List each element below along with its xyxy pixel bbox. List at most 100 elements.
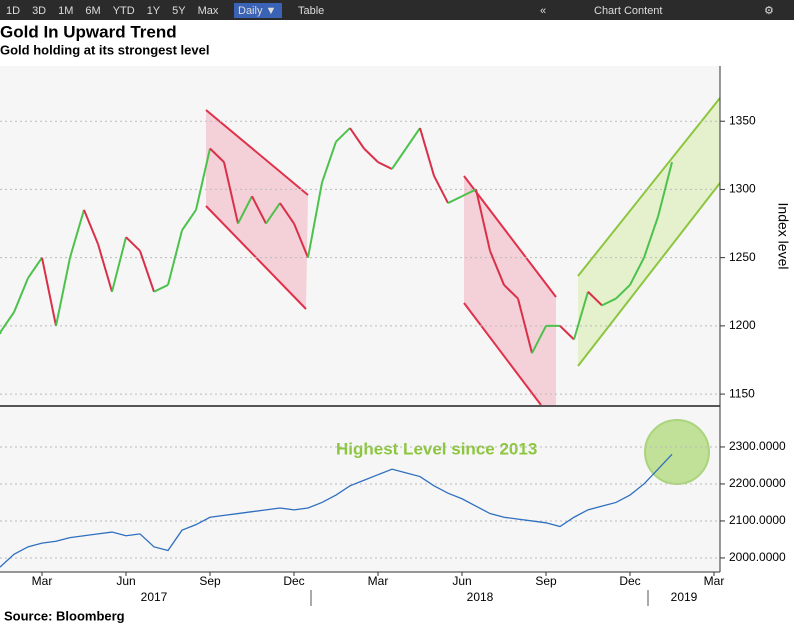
year-label: 2019	[671, 590, 698, 604]
y-tick-label: 1350	[729, 113, 756, 127]
channel-line	[463, 175, 557, 298]
price-segment	[293, 223, 309, 259]
y-tick-label: 1200	[729, 318, 756, 332]
price-segment	[475, 189, 491, 252]
price-segment	[55, 257, 71, 327]
price-segment	[265, 202, 281, 225]
price-segment	[559, 325, 575, 341]
x-tick-label: Sep	[199, 574, 221, 588]
collapse-icon[interactable]: «	[540, 5, 546, 17]
range-button[interactable]: 6M	[85, 5, 100, 17]
range-button[interactable]: 1D	[6, 5, 20, 17]
x-tick-label: Mar	[32, 574, 53, 588]
price-segment	[125, 236, 141, 252]
y-tick-label: 1150	[729, 386, 755, 400]
price-segment	[139, 250, 155, 293]
toolbar-selected	[234, 3, 282, 18]
plot-area	[0, 66, 720, 405]
price-segment	[195, 148, 211, 211]
price-segment	[447, 195, 463, 204]
settings-icon[interactable]: ⚙	[764, 5, 774, 17]
price-segment	[307, 182, 323, 258]
year-label: 2018	[467, 590, 494, 604]
range-button[interactable]: 5Y	[172, 5, 186, 17]
price-segment	[643, 216, 659, 258]
price-segment	[419, 127, 435, 177]
price-segment	[111, 236, 127, 293]
price-segment	[27, 257, 43, 279]
x-tick-label: Jun	[116, 574, 135, 588]
highlight-circle	[644, 419, 710, 485]
chart-title: Gold In Upward Trend	[0, 22, 177, 41]
range-button[interactable]: 3D	[32, 5, 46, 17]
price-segment	[461, 188, 477, 198]
price-segment	[237, 195, 253, 224]
x-tick-label: Sep	[535, 574, 557, 588]
price-segment	[489, 250, 505, 286]
year-label: 2017	[141, 590, 168, 604]
y-tick-label: 2000.0000	[729, 550, 786, 564]
plot-area-lower	[0, 407, 720, 572]
x-tick-label: Jun	[452, 574, 471, 588]
price-segment	[321, 141, 337, 183]
price-segment	[0, 311, 15, 334]
price-segment	[279, 202, 295, 225]
y-tick-label: 2300.0000	[729, 439, 786, 453]
price-segment	[251, 195, 267, 224]
price-segment	[433, 175, 449, 204]
price-segment	[97, 243, 113, 293]
table-button[interactable]: Table	[298, 5, 324, 17]
price-segment	[41, 257, 57, 327]
price-segment	[153, 284, 169, 293]
price-segment	[629, 257, 645, 286]
price-segment	[503, 284, 519, 300]
y-tick-label: 1300	[729, 182, 756, 196]
channel-line	[577, 97, 721, 277]
annotation: Highest Level since 2013	[336, 439, 537, 458]
channel-line	[205, 109, 309, 196]
price-segment	[335, 127, 351, 143]
price-segment	[615, 284, 631, 300]
range-button[interactable]: YTD	[113, 5, 135, 17]
price-segment	[349, 127, 365, 150]
price-segment	[223, 161, 239, 224]
price-segment	[167, 230, 183, 286]
x-tick-label: Mar	[368, 574, 389, 588]
price-segment	[517, 298, 533, 354]
price-segment	[587, 291, 603, 307]
price-segment	[657, 161, 673, 217]
price-segment	[573, 291, 589, 340]
channel-line	[463, 302, 542, 406]
x-tick-label: Mar	[704, 574, 725, 588]
price-segment	[363, 147, 379, 163]
frequency-button[interactable]: Daily ▼	[238, 5, 276, 17]
x-tick-label: Dec	[619, 574, 640, 588]
price-segment	[69, 209, 85, 258]
range-button[interactable]: 1M	[58, 5, 73, 17]
toolbar	[0, 0, 794, 20]
y-tick-label: 1250	[729, 250, 756, 264]
price-segment	[531, 325, 547, 354]
index-line	[0, 453, 673, 568]
y-tick-label: 2200.0000	[729, 476, 786, 490]
channel-line	[577, 182, 721, 367]
price-segment	[181, 209, 197, 231]
y-tick-label: 2100.0000	[729, 513, 786, 527]
range-button[interactable]: Max	[198, 5, 219, 17]
x-tick-label: Dec	[283, 574, 304, 588]
chart-content-button[interactable]: Chart Content	[594, 5, 662, 17]
price-segment	[391, 147, 407, 170]
down-channel	[206, 110, 308, 309]
y-axis-label: Index level	[775, 203, 791, 270]
chart-subtitle: Gold holding at its strongest level	[0, 42, 209, 57]
price-segment	[209, 147, 225, 163]
range-button[interactable]: 1Y	[147, 5, 161, 17]
price-segment	[405, 127, 421, 150]
price-segment	[377, 161, 393, 170]
source: Source: Bloomberg	[4, 608, 125, 623]
price-segment	[601, 297, 617, 307]
price-segment	[83, 209, 99, 245]
price-segment	[13, 277, 29, 313]
